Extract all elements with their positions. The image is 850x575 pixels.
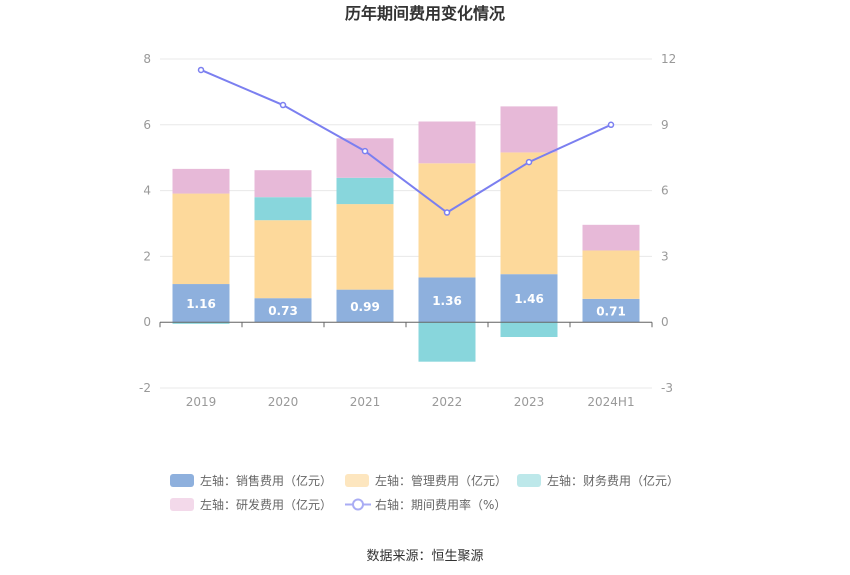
legend-item-finance[interactable]: 左轴：财务费用（亿元） (517, 472, 679, 489)
legend-item-sales[interactable]: 左轴：销售费用（亿元） (170, 472, 332, 489)
bar-segment (172, 168, 230, 194)
bar-segment (500, 106, 558, 153)
source-note: 数据来源：恒生聚源 (366, 549, 484, 564)
right-tick-label: 6 (661, 184, 669, 198)
data-label: 1.46 (514, 292, 544, 306)
bar-segment (172, 322, 230, 324)
bar-segment (254, 170, 312, 198)
bar-segment (500, 274, 558, 323)
category-label: 2022 (432, 395, 463, 409)
bar-segment (500, 322, 558, 338)
category-label: 2023 (514, 395, 545, 409)
category-label: 2021 (350, 395, 381, 409)
left-tick-label: -2 (139, 381, 151, 395)
bar-segment (336, 138, 394, 178)
legend-label-finance: 左轴：财务费用（亿元） (547, 474, 680, 488)
legend-swatch-rnd (170, 498, 194, 511)
left-tick-label: 8 (143, 52, 151, 66)
left-tick-label: 6 (143, 118, 151, 132)
bar-segment (418, 322, 476, 362)
legend-item-admin[interactable]: 左轴：管理费用（亿元） (345, 472, 507, 489)
gridlines (160, 58, 652, 389)
bar-segment (172, 193, 230, 285)
bar-segment (254, 298, 312, 323)
bar-segment (172, 284, 230, 323)
data-label: 0.71 (596, 305, 626, 319)
axes: 8 12 6 9 4 6 2 3 0 0 -2 -3 2019 2020 2021 2022 2023 2024H… (139, 52, 676, 409)
category-label: 2020 (268, 395, 299, 409)
bar-segment (582, 250, 640, 299)
bar-segment (336, 204, 394, 290)
bar-segment (418, 163, 476, 278)
legend-label-sales: 左轴：销售费用（亿元） (200, 474, 333, 488)
left-tick-label: 4 (143, 184, 151, 198)
left-tick-label: 0 (143, 315, 151, 329)
bar-segment (254, 197, 312, 221)
bar-segment (336, 289, 394, 323)
data-label: 1.36 (432, 294, 462, 308)
legend-swatch-sales (170, 474, 194, 487)
bar-segment (418, 121, 476, 164)
bar-segment (582, 298, 640, 323)
rate-point (443, 209, 451, 216)
category-label: 2019 (186, 395, 217, 409)
category-label: 2024H1 (587, 395, 634, 409)
left-tick-label: 2 (143, 249, 151, 263)
legend-line-icon (345, 498, 371, 511)
legend-item-rate[interactable]: 右轴：期间费用率（%） (345, 496, 506, 513)
bar-segment (500, 152, 558, 275)
legend-label-rate: 右轴：期间费用率（%） (375, 498, 507, 512)
data-label: 0.99 (350, 300, 380, 314)
bar-segment (336, 177, 394, 205)
right-tick-label: 12 (661, 52, 676, 66)
rate-point (361, 147, 369, 155)
bar-segment (418, 277, 476, 323)
chart-title: 历年期间费用变化情况 (345, 4, 505, 23)
right-tick-label: 3 (661, 249, 669, 263)
rate-line-path (200, 69, 612, 214)
legend-swatch-admin (345, 474, 369, 487)
bars: 1.16 0.73 0.99 1.36 1.46 0.71 (172, 106, 640, 362)
legend-label-admin: 左轴：管理费用（亿元） (375, 474, 508, 488)
right-tick-label: -3 (661, 381, 673, 395)
bar-segment (582, 224, 640, 251)
right-tick-label: 0 (661, 315, 669, 329)
rate-line (197, 66, 615, 216)
bar-segment (254, 220, 312, 299)
legend-item-rnd[interactable]: 左轴：研发费用（亿元） (170, 496, 332, 513)
data-label: 1.16 (186, 297, 216, 311)
legend-swatch-finance (517, 474, 541, 487)
rate-point (607, 121, 615, 129)
rate-point (525, 158, 533, 166)
legend-label-rnd: 左轴：研发费用（亿元） (200, 498, 333, 512)
data-label: 0.73 (268, 304, 298, 318)
rate-point (279, 101, 287, 109)
right-tick-label: 9 (661, 118, 669, 132)
rate-point (197, 66, 205, 74)
